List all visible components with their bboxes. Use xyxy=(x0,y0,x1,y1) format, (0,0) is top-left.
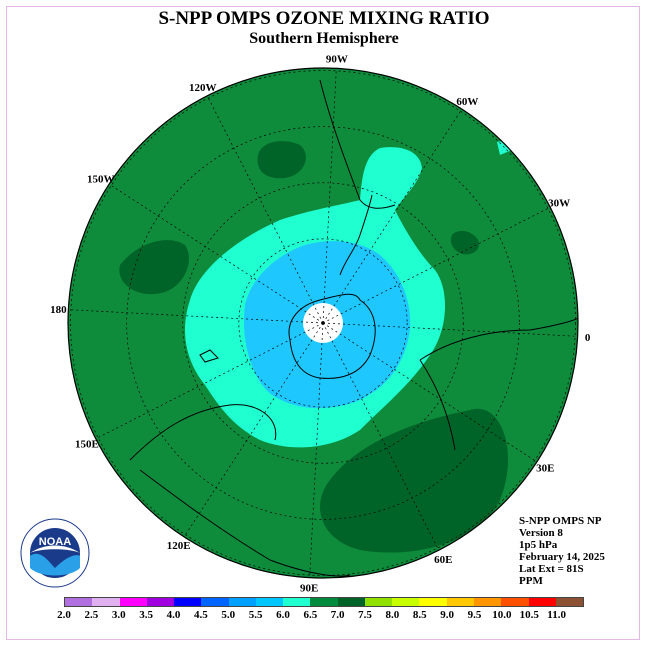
colorbar-swatch xyxy=(201,598,229,606)
info-pressure: 1p5 hPa xyxy=(519,539,558,551)
longitude-label: 30E xyxy=(536,462,554,474)
map-outline xyxy=(67,67,579,579)
graticule xyxy=(68,68,578,578)
longitude-label: 120W xyxy=(189,82,217,94)
longitude-label: 60E xyxy=(434,554,452,566)
latitude-circle xyxy=(238,238,408,408)
latitude-circle xyxy=(182,182,464,464)
colorbar-swatch xyxy=(501,598,529,606)
colorbar-tick-label: 4.0 xyxy=(166,609,181,621)
colorbar-swatch xyxy=(283,598,311,606)
colorbar-tick-label: 6.5 xyxy=(303,609,318,621)
colorbar-swatch xyxy=(174,598,202,606)
colorbar-tick-label: 8.0 xyxy=(385,609,400,621)
longitude-label: 90E xyxy=(300,583,318,595)
longitude-label: 90W xyxy=(326,53,348,65)
dark-green-region-south xyxy=(320,408,509,553)
longitude-label: 60W xyxy=(456,96,478,108)
colorbar-tick-label: 8.5 xyxy=(412,609,427,621)
info-date: February 14, 2025 xyxy=(519,551,605,563)
longitude-label: 150E xyxy=(75,438,99,450)
colorbar-swatch xyxy=(364,598,393,606)
colorbar-swatch xyxy=(255,598,284,606)
chart-subtitle: Southern Hemisphere xyxy=(249,30,399,47)
chart-title: S-NPP OMPS OZONE MIXING RATIO xyxy=(158,8,490,29)
longitude-label: 150W xyxy=(87,174,115,186)
colorbar-swatch xyxy=(419,598,447,606)
longitude-label: 30W xyxy=(548,198,570,210)
colorbar-swatch xyxy=(146,598,175,606)
colorbar-tick-label: 6.0 xyxy=(276,609,290,621)
info-instrument: S-NPP OMPS NP xyxy=(519,515,602,527)
info-units: PPM xyxy=(519,575,543,587)
colorbar-tick-label: 9.0 xyxy=(440,609,455,621)
noaa-logo: NOAA xyxy=(20,518,90,588)
colorbar-tick-label: 5.0 xyxy=(221,609,236,621)
colorbar-tick-label: 10.0 xyxy=(492,609,512,621)
colorbar-swatch xyxy=(92,598,120,606)
colorbar-tick-label: 2.5 xyxy=(84,609,99,621)
colorbar-tick-label: 3.5 xyxy=(139,609,153,621)
logo-text: NOAA xyxy=(39,536,71,548)
colorbar-tick-label: 7.0 xyxy=(330,609,345,621)
dark-green-region-west xyxy=(119,240,189,295)
colorbar-swatch xyxy=(555,598,584,606)
colorbar-tick-label: 5.5 xyxy=(248,609,263,621)
colorbar-swatch xyxy=(310,598,338,606)
colorbar-tick-label: 2.0 xyxy=(57,609,71,621)
colorbar-swatch xyxy=(119,598,147,606)
latitude-circle xyxy=(126,126,520,520)
latitude-circle xyxy=(70,70,576,576)
info-version: Version 8 xyxy=(519,527,563,539)
longitude-label: 180 xyxy=(50,304,67,316)
colorbar-swatch xyxy=(392,598,420,606)
colorbar-tick-label: 4.5 xyxy=(193,609,208,621)
colorbar-tick-label: 7.5 xyxy=(358,609,372,621)
colorbar-swatch xyxy=(446,598,474,606)
longitude-label: 120E xyxy=(167,540,191,552)
longitude-label: 0 xyxy=(585,332,591,344)
coastlines xyxy=(129,79,578,577)
colorbar-tick-label: 9.5 xyxy=(467,609,482,621)
dark-green-region-north xyxy=(257,141,306,179)
colorbar-tick-label: 3.0 xyxy=(111,609,126,621)
colorbar-swatch xyxy=(337,598,365,606)
colorbar-swatch xyxy=(528,598,556,606)
colorbar-swatch xyxy=(473,598,502,606)
colorbar-tick-label: 10.5 xyxy=(519,609,539,621)
colorbar-tick-label: 11.0 xyxy=(547,609,566,621)
colorbar xyxy=(64,597,584,607)
info-lat-ext: Lat Ext = 81S xyxy=(519,563,584,575)
figure-frame xyxy=(6,6,640,640)
colorbar-swatch xyxy=(228,598,256,606)
colorbar-swatch xyxy=(65,598,93,606)
dark-green-region-ne xyxy=(450,230,479,255)
